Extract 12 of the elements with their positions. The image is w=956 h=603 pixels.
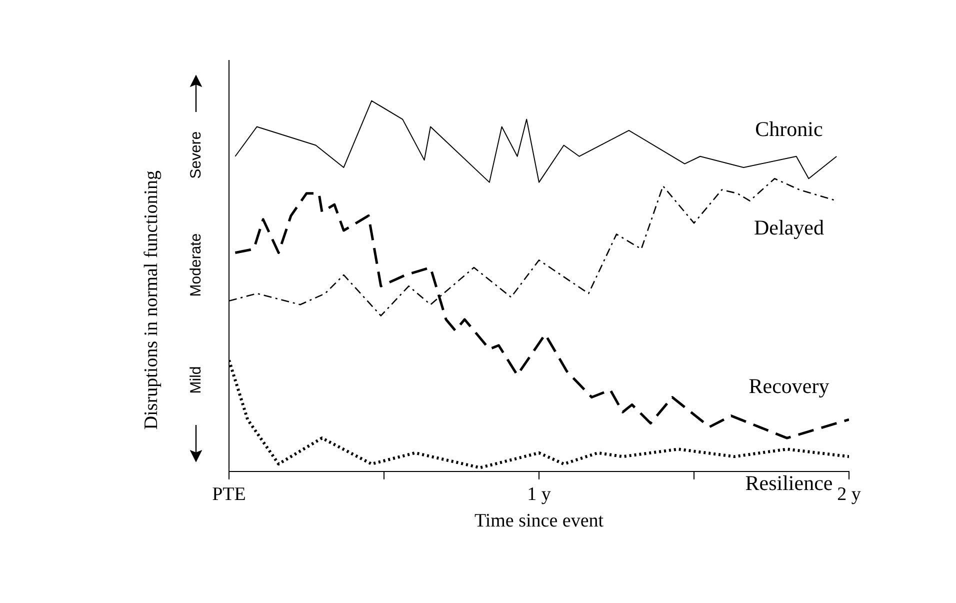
series-label: Delayed — [754, 215, 824, 240]
x-tick-label: PTE — [212, 484, 246, 505]
series-label: Chronic — [755, 116, 823, 141]
x-tick-label: 2 y — [837, 484, 862, 505]
x-axis-title: Time since event — [474, 510, 604, 532]
x-tick-label: 1 y — [527, 484, 552, 505]
y-axis-title: Disruptions in normal functioning — [141, 170, 163, 430]
text: Moderate — [188, 233, 204, 297]
series-label: Resilience — [745, 471, 833, 496]
text: Severe — [188, 131, 204, 179]
text: Mild — [188, 366, 204, 394]
series-label: Recovery — [748, 374, 830, 398]
